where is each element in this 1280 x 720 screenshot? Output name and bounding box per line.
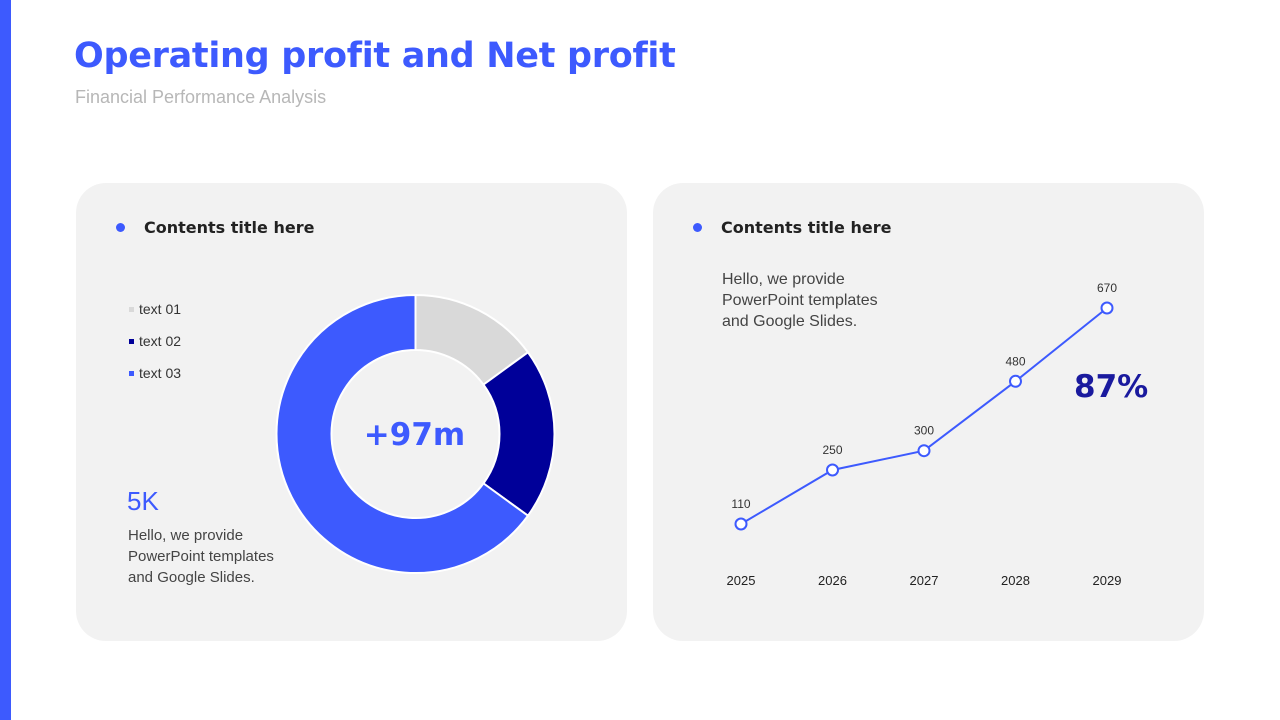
line-chart: 110 2025 250 2026 300 2027 480 2028 670 2029: [727, 281, 1122, 588]
data-label: 300: [914, 424, 934, 438]
legend-item: text 01: [129, 301, 181, 317]
data-label: 480: [1005, 354, 1025, 368]
card-header: Contents title here: [693, 218, 891, 237]
card-title: Contents title here: [144, 218, 315, 237]
x-tick-label: 2028: [1001, 573, 1030, 588]
x-tick-label: 2026: [818, 573, 847, 588]
data-point: [917, 444, 931, 458]
highlight-percent: 87%: [1074, 369, 1149, 405]
card-title: Contents title here: [721, 218, 892, 237]
donut-chart: +97m: [275, 293, 556, 574]
card-header: Contents title here: [116, 218, 314, 237]
data-point: [826, 463, 839, 477]
data-label: 250: [822, 443, 842, 457]
legend-swatch: [129, 338, 134, 344]
legend-label: text 01: [139, 301, 182, 317]
line-card: Contents title here Hello, we provide Po…: [653, 183, 1204, 641]
donut-center-label: +97m: [364, 417, 465, 453]
stat-value: 5K: [127, 486, 159, 516]
legend-item: text 02: [129, 333, 181, 349]
donut-legend: text 01 text 02 text 03: [129, 301, 181, 397]
x-tick-label: 2027: [910, 573, 939, 588]
data-point: [734, 517, 748, 531]
series-line: [740, 307, 1108, 525]
data-point: [1009, 374, 1022, 388]
x-tick-label: 2025: [727, 573, 756, 588]
data-label: 110: [731, 497, 750, 511]
x-tick-label: 2029: [1093, 573, 1122, 588]
page-subtitle: Financial Performance Analysis: [75, 87, 327, 107]
page-title: Operating profit and Net profit: [74, 36, 676, 76]
legend-label: text 03: [139, 365, 182, 381]
legend-swatch: [129, 370, 134, 376]
left-accent-bar: [0, 0, 11, 720]
bullet-icon: [116, 223, 125, 232]
legend-label: text 02: [139, 333, 182, 349]
stat-description: Hello, we provide PowerPoint templates a…: [128, 527, 274, 586]
bullet-icon: [693, 223, 702, 232]
line-description: Hello, we provide PowerPoint templates a…: [722, 271, 878, 330]
legend-item: text 03: [129, 365, 181, 381]
donut-slice: [275, 293, 530, 574]
data-label: 670: [1097, 281, 1117, 295]
data-point: [1100, 301, 1114, 315]
donut-card: Contents title here text 01 text 02 text 0…: [76, 183, 627, 641]
legend-swatch: [129, 306, 134, 312]
